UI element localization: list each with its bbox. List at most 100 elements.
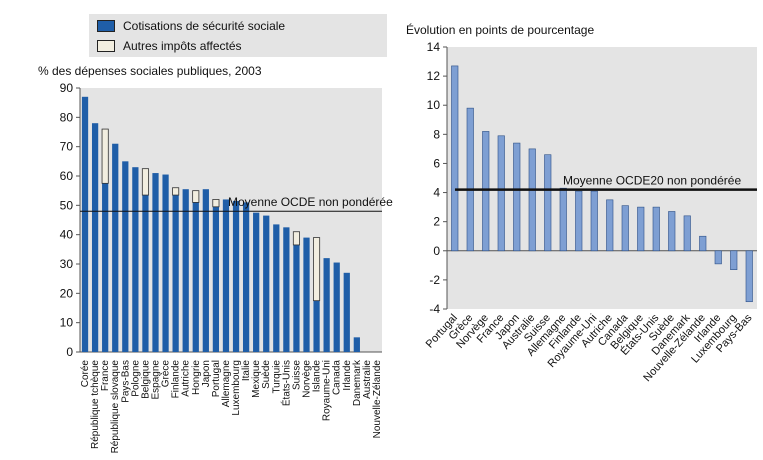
bar-cotisations-finlande	[172, 195, 179, 352]
right-y-tick-label: 0	[433, 244, 440, 258]
right-y-tick-label: 4	[433, 186, 440, 200]
bar-autres-hongrie	[192, 190, 200, 203]
bar-evolution-royaume-uni	[590, 190, 598, 252]
bar-cotisations-royaume-uni	[323, 258, 330, 352]
left-category-label: Espagne	[151, 360, 162, 400]
bar-evolution-grece	[466, 107, 474, 252]
left-plot-area	[80, 88, 382, 352]
left-category-label: Royaume-Uni	[322, 360, 333, 421]
left-category-label: Allemagne	[221, 360, 232, 408]
bar-cotisations-belgique	[142, 195, 149, 352]
right-y-tick-label: 14	[427, 40, 441, 54]
bar-cotisations-pologne	[132, 167, 139, 352]
left-chart-title: % des dépenses sociales publiques, 2003	[38, 64, 262, 78]
left-category-label: Corée	[80, 360, 91, 388]
bar-cotisations-pays-bas	[122, 161, 129, 352]
bar-evolution-japon	[513, 142, 521, 252]
bar-evolution-finlande	[575, 190, 583, 252]
left-category-label: Suède	[261, 360, 272, 389]
left-y-tick-label: 80	[60, 110, 74, 124]
left-category-label: France	[100, 360, 111, 392]
left-y-tick-label: 50	[60, 198, 74, 212]
bar-cotisations-danemark	[353, 337, 360, 352]
left-y-tick-label: 60	[60, 169, 74, 183]
bar-cotisations-republique-slovaque	[112, 143, 119, 352]
bar-cotisations-etats-unis	[283, 227, 290, 352]
bar-autres-belgique	[141, 168, 149, 196]
bar-evolution-allemagne	[559, 187, 567, 252]
left-category-label: Irlande	[342, 360, 353, 391]
left-average-label: Moyenne OCDE non pondérée	[228, 195, 393, 209]
bar-cotisations-portugal	[212, 206, 220, 352]
legend-label-autres: Autres impôts affectés	[123, 39, 242, 53]
legend-swatch-cotisations	[97, 20, 115, 32]
bar-evolution-danemark	[683, 215, 691, 252]
left-category-label: Finlande	[171, 360, 182, 399]
bar-autres-portugal	[212, 199, 220, 208]
bar-evolution-suisse	[544, 154, 552, 252]
left-category-label: États-Unis	[279, 360, 292, 406]
bar-autres-france	[101, 128, 109, 184]
left-category-label: Canada	[332, 360, 343, 395]
legend-item-cotisations: Cotisations de sécurité sociale	[97, 17, 285, 35]
right-y-tick-label: -2	[429, 273, 440, 287]
left-category-label: Turquie	[271, 360, 282, 394]
bar-cotisations-autriche	[182, 189, 189, 352]
bar-cotisations-espagne	[152, 173, 159, 352]
bar-autres-finlande	[172, 187, 180, 196]
legend-label-cotisations: Cotisations de sécurité sociale	[123, 19, 286, 33]
bar-cotisations-france	[102, 183, 109, 352]
left-category-label: Autriche	[181, 360, 192, 397]
bar-evolution-pays-bas	[745, 250, 753, 303]
bar-cotisations-republique-tcheque	[91, 123, 99, 352]
right-y-tick-label: 6	[433, 156, 440, 170]
right-y-tick-label: 12	[427, 69, 441, 83]
bar-evolution-portugal	[451, 65, 459, 252]
bar-evolution-etats-unis	[652, 206, 660, 252]
right-average-label: Moyenne OCDE20 non pondérée	[563, 174, 741, 188]
left-category-label: Nouvelle-Zélande	[372, 360, 383, 439]
left-chart: 0 10 20 30 40 50 60 70 80 90 Corée République tchèq…	[60, 81, 393, 453]
bar-cotisations-allemagne	[222, 199, 230, 352]
left-y-tick-label: 20	[60, 286, 74, 300]
right-chart: -4-202468101214PortugalGrèceNorvègeFranc…	[424, 40, 757, 384]
bar-cotisations-norvege	[303, 237, 310, 352]
bar-cotisations-japon	[202, 189, 209, 352]
bar-evolution-belgique	[637, 206, 645, 252]
left-category-label: Luxembourg	[231, 360, 242, 416]
bar-cotisations-mexique	[253, 212, 260, 352]
bar-cotisations-suede	[263, 215, 270, 352]
left-category-label: Grèce	[161, 360, 172, 388]
bar-evolution-norvege	[482, 131, 490, 252]
bar-cotisations-islande	[313, 300, 320, 352]
left-category-label: Danemark	[352, 359, 363, 406]
bar-cotisations-grece	[162, 174, 169, 352]
bar-evolution-france	[497, 135, 505, 252]
legend-item-autres: Autres impôts affectés	[97, 37, 242, 55]
left-y-tick-label: 30	[60, 257, 74, 271]
bar-cotisations-irlande	[343, 272, 350, 352]
bar-cotisations-luxembourg	[232, 200, 240, 352]
left-category-label: Pays-Bas	[120, 360, 131, 403]
bar-evolution-autriche	[606, 199, 614, 252]
left-category-label: Norvège	[302, 360, 313, 398]
left-category-label: Islande	[312, 360, 323, 393]
left-category-label: Suisse	[291, 360, 302, 390]
right-chart-title: Évolution en points de pourcentage	[406, 23, 595, 37]
bar-cotisations-turquie	[273, 224, 280, 352]
bar-evolution-canada	[621, 205, 629, 252]
bar-evolution-nouvelle-zelande	[699, 235, 707, 252]
left-category-label: Portugal	[211, 360, 222, 397]
left-y-tick-label: 40	[60, 228, 74, 242]
bar-cotisations-coree	[81, 96, 89, 352]
bar-evolution-australie	[528, 148, 536, 252]
left-category-label: Australie	[362, 360, 373, 399]
left-y-tick-label: 70	[60, 140, 74, 154]
left-category-label: République slovaque	[110, 360, 121, 454]
left-category-label: Mexique	[251, 360, 262, 398]
bar-cotisations-hongrie	[192, 202, 199, 352]
left-y-tick-label: 10	[60, 316, 74, 330]
bar-autres-suisse	[292, 231, 300, 246]
left-category-label: Belgique	[140, 360, 151, 399]
legend-box: Cotisations de sécurité sociale Autres i…	[89, 14, 387, 57]
